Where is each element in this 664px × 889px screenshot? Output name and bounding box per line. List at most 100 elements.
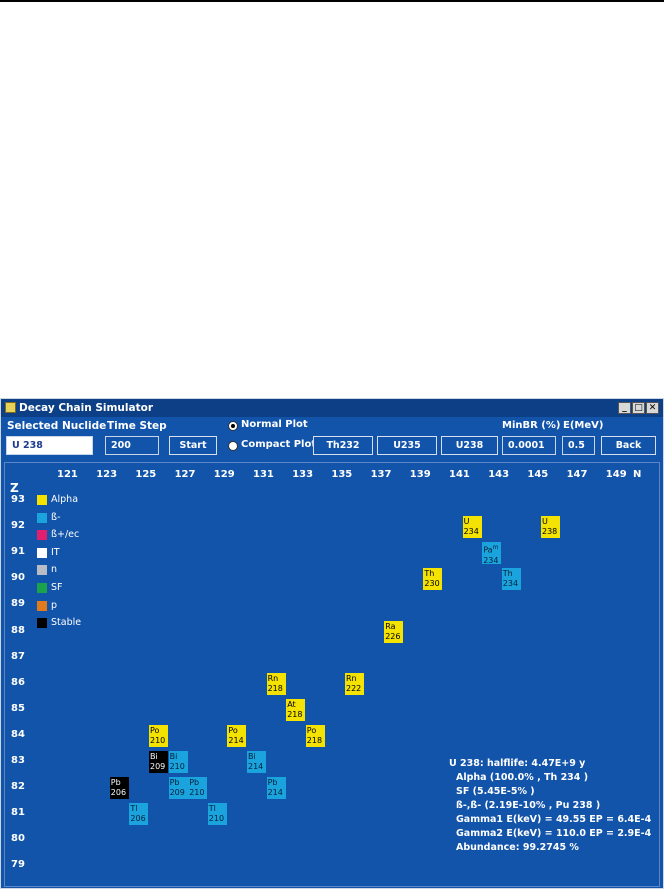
compact-plot-radio[interactable] (228, 441, 238, 451)
nuclide-symbol: Pb (267, 778, 278, 788)
back-button[interactable]: Back (601, 436, 656, 455)
n-tick-label: 133 (292, 469, 314, 480)
z-tick-label: 87 (11, 650, 25, 662)
nuclide-mass: 218 (306, 735, 323, 745)
minbr-label: MinBR (%) (502, 420, 561, 431)
nuclide-cell[interactable]: Bi 209 (149, 751, 168, 773)
n-tick-label: 137 (370, 469, 392, 480)
nuclide-mass: 226 (385, 631, 401, 641)
info-sf: SF (5.45E-5% ) (456, 786, 535, 797)
nuclide-cell[interactable]: At 218 (286, 698, 306, 721)
nuclide-symbol: Pb (169, 778, 180, 788)
nuclide-symbol: Rn (346, 673, 357, 683)
nuclide-cell[interactable]: Pam 234 (482, 542, 502, 565)
nuclide-cell[interactable]: Bi 214 (247, 751, 266, 773)
z-tick-label: 79 (11, 859, 25, 871)
z-tick-label: 83 (11, 755, 25, 766)
nuclide-cell[interactable]: Ra 226 (384, 620, 404, 643)
selected-nuclide-input[interactable]: U 238 (6, 436, 93, 455)
n-tick-label: 123 (96, 469, 118, 480)
nuclide-cell[interactable]: Tl 206 (129, 803, 149, 826)
title-bar[interactable]: Decay Chain Simulator _ □ ✕ (1, 399, 663, 417)
app-icon (5, 402, 16, 413)
nuclide-mass: 222 (346, 683, 362, 693)
nuclide-cell[interactable]: Th 230 (423, 568, 443, 591)
emev-label: E(MeV) (563, 420, 604, 431)
legend-swatch (37, 512, 47, 523)
nuclide-symbol: Pb (110, 778, 121, 788)
n-tick-label: 145 (527, 469, 549, 480)
nuclide-symbol: Po (228, 725, 238, 735)
info-gamma1: Gamma1 E(keV) = 49.55 EP = 6.4E-4 (456, 814, 652, 825)
nuclide-cell[interactable]: Pb 214 (266, 777, 286, 800)
legend-label: Stable (51, 617, 82, 629)
minbr-input[interactable]: 0.0001 (502, 436, 556, 455)
legend-label: p (51, 599, 58, 611)
legend-swatch (37, 618, 47, 629)
legend-label: SF (51, 582, 63, 593)
nuclide-cell[interactable]: Po 210 (149, 724, 168, 747)
nuclide-cell[interactable]: Pb 210 (188, 777, 208, 800)
selected-nuclide-label: Selected Nuclide (7, 420, 107, 432)
z-tick-label: 89 (11, 598, 25, 610)
nuclide-cell[interactable]: Rn 218 (266, 672, 286, 695)
n-tick-label: 125 (135, 469, 157, 480)
nuclide-cell[interactable]: Pb 206 (109, 777, 129, 800)
nuclide-symbol: Bi (150, 752, 158, 761)
nuclide-cell[interactable]: Po 218 (305, 724, 325, 747)
nuclide-mass: 238 (542, 527, 558, 537)
nuclide-cell[interactable]: Rn 222 (345, 672, 364, 695)
z-axis-label: Z (10, 481, 19, 495)
nuclide-cell[interactable]: Th 234 (501, 568, 521, 591)
nuclide-mass: 214 (248, 762, 264, 771)
decay-chain-plot[interactable]: Z N 121 123 125 127 129 131 133 135 137 139 141 143… (4, 462, 660, 887)
z-tick-label: 85 (11, 702, 25, 714)
z-tick-label: 92 (11, 520, 25, 532)
nuclide-cell[interactable]: U 238 (541, 516, 560, 539)
nuclide-mass: 210 (150, 735, 166, 745)
preset-u238-button[interactable]: U238 (441, 436, 498, 455)
nuclide-mass: 218 (287, 709, 303, 719)
preset-th232-button[interactable]: Th232 (313, 436, 373, 455)
nuclide-mass: 214 (228, 735, 244, 745)
preset-u235-button[interactable]: U235 (377, 436, 437, 455)
time-step-label: Time Step (107, 420, 167, 432)
legend-swatch (37, 565, 47, 576)
nuclide-symbol: Bi (248, 752, 256, 761)
nuclide-mass: 210 (208, 814, 225, 824)
time-step-input[interactable]: 200 (105, 436, 159, 455)
start-button[interactable]: Start (169, 436, 217, 455)
nuclide-mass: 234 (463, 527, 479, 537)
minimize-button[interactable]: _ (618, 402, 631, 414)
z-tick-label: 82 (11, 781, 25, 793)
nuclide-cell[interactable]: Tl 210 (207, 803, 227, 826)
legend-swatch (37, 583, 47, 593)
z-tick-label: 81 (11, 807, 25, 819)
nuclide-mass: 209 (150, 762, 166, 771)
n-tick-label: 141 (449, 469, 470, 480)
legend-label: ß+/ec (51, 529, 80, 541)
normal-plot-radio[interactable] (228, 421, 238, 431)
n-axis-label: N (633, 469, 642, 480)
normal-plot-label: Normal Plot (241, 419, 308, 430)
nuclide-mass: 206 (110, 788, 127, 798)
z-tick-label: 91 (11, 546, 25, 558)
nuclide-symbol: Th (502, 569, 513, 579)
nuclide-cell[interactable]: Pb 209 (168, 777, 188, 800)
nuclide-symbol: Pa (483, 545, 493, 555)
info-double-beta: ß-,ß- (2.19E-10% , Pu 238 ) (456, 800, 601, 811)
legend-swatch (37, 495, 47, 505)
maximize-button[interactable]: □ (632, 402, 645, 414)
info-halflife: U 238: halflife: 4.47E+9 y (449, 758, 586, 769)
emev-input[interactable]: 0.5 (562, 436, 595, 455)
close-button[interactable]: ✕ (646, 402, 659, 414)
nuclide-mass: 210 (169, 762, 185, 771)
z-tick-label: 84 (11, 728, 25, 740)
nuclide-cell[interactable]: Bi 210 (168, 751, 188, 773)
nuclide-symbol: Tl (208, 804, 216, 814)
info-alpha: Alpha (100.0% , Th 234 ) (456, 772, 589, 783)
legend-swatch (37, 600, 47, 611)
nuclide-cell[interactable]: U 234 (462, 516, 482, 539)
nuclide-symbol: Tl (130, 804, 138, 814)
nuclide-cell[interactable]: Po 214 (227, 724, 247, 747)
